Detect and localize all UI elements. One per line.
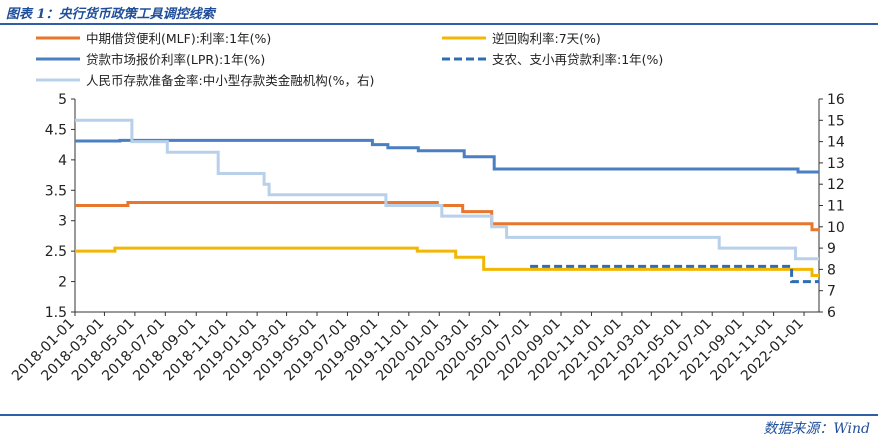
y-left-tick-label: 2.5: [45, 244, 67, 260]
y-right-tick-label: 16: [827, 92, 845, 108]
series-line: [530, 264, 819, 284]
y-right-tick-label: 6: [827, 305, 836, 321]
y-right-tick-label: 14: [827, 135, 845, 151]
y-right-tick-label: 12: [827, 177, 845, 193]
series-line: [75, 138, 819, 174]
y-right-tick-label: 8: [827, 262, 836, 278]
y-right-tick-label: 13: [827, 156, 845, 172]
y-left-tick-label: 1.5: [45, 305, 67, 321]
source-note: 数据来源：Wind: [763, 421, 870, 437]
top-divider: [0, 23, 878, 25]
legend-label: 支农、支小再贷款利率:1年(%): [492, 52, 663, 67]
legend-label: 中期借贷便利(MLF):利率:1年(%): [86, 31, 271, 46]
series-line: [75, 118, 819, 261]
y-right-tick-label: 10: [827, 220, 845, 236]
legend-label: 逆回购利率:7天(%): [492, 31, 601, 46]
y-right-tick-label: 7: [827, 284, 836, 300]
legend-label: 贷款市场报价利率(LPR):1年(%): [86, 52, 265, 67]
legend-label: 人民币存款准备金率:中小型存款类金融机构(%，右): [86, 73, 374, 88]
figure-title: 图表 1：央行货币政策工具调控线索: [6, 7, 215, 22]
series-line: [75, 246, 819, 277]
y-left-tick-label: 4: [58, 153, 67, 169]
series-line: [410, 204, 819, 232]
y-left-tick-label: 3.5: [45, 183, 67, 199]
y-left-tick-label: 3: [58, 214, 67, 230]
y-right-tick-label: 15: [827, 113, 845, 129]
y-right-tick-label: 9: [827, 241, 836, 257]
y-left-tick-label: 4.5: [45, 122, 67, 138]
y-right-tick-label: 11: [827, 199, 845, 215]
y-left-tick-label: 2: [58, 275, 67, 291]
y-left-tick-label: 5: [58, 92, 67, 108]
bottom-divider: [0, 414, 878, 416]
series-line: [75, 201, 439, 207]
